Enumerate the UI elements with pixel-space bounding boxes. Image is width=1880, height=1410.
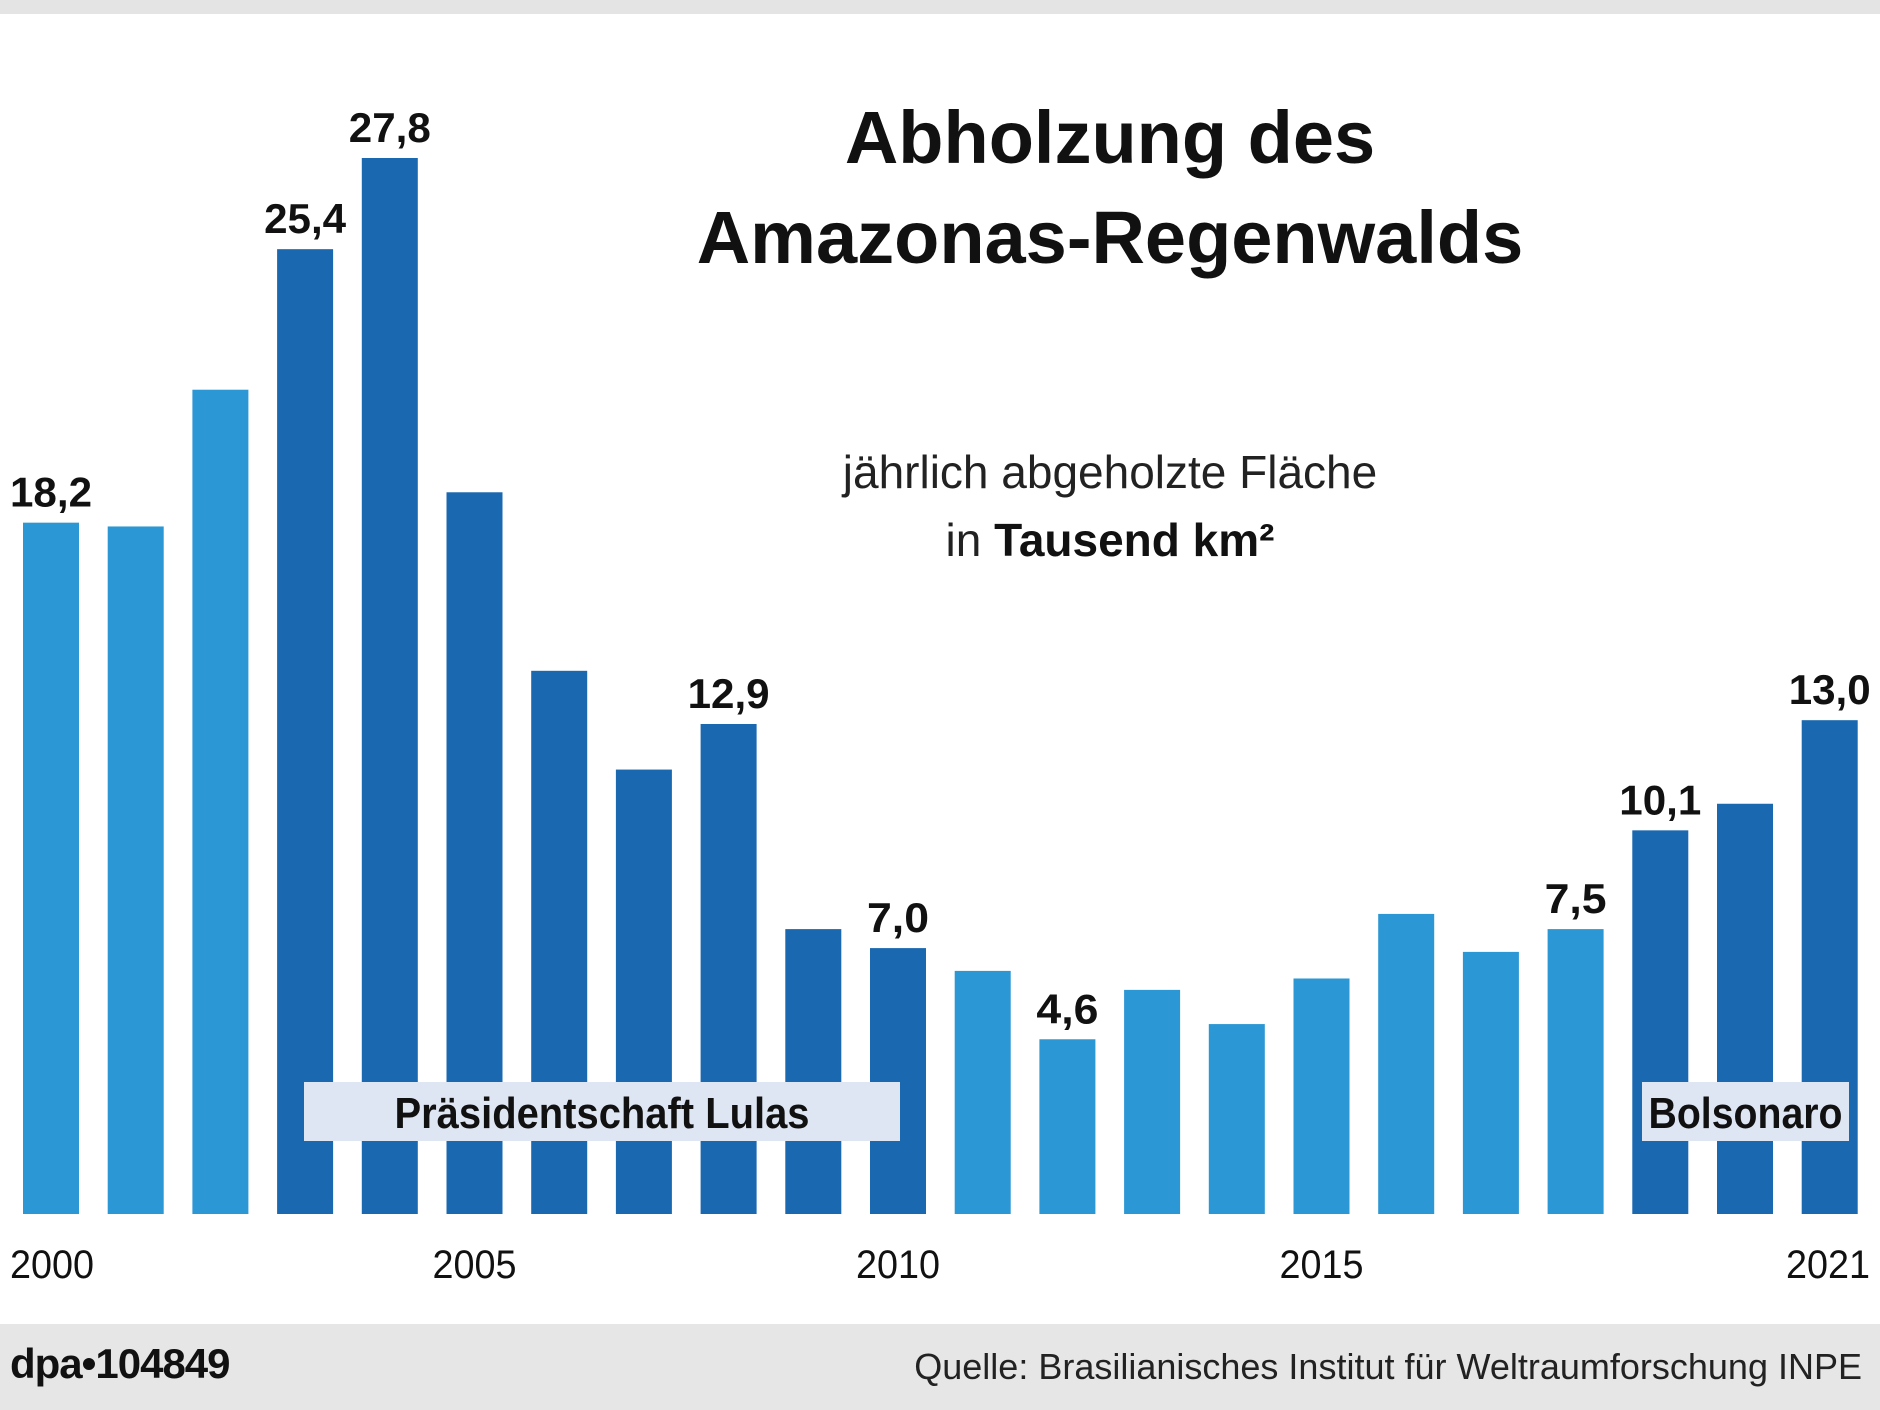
value-label-2018: 7,5 bbox=[1545, 875, 1607, 922]
bar-2017 bbox=[1462, 951, 1519, 1214]
chart-subtitle: jährlich abgeholzte Fläche in Tausend km… bbox=[710, 438, 1510, 574]
period-label-1: Bolsonaro bbox=[1649, 1089, 1843, 1138]
subtitle-unit: Tausend km² bbox=[994, 514, 1275, 566]
period-band-0 bbox=[304, 1082, 900, 1141]
bar-2007 bbox=[615, 769, 672, 1214]
top-border bbox=[0, 0, 1880, 14]
footer bbox=[0, 1324, 1880, 1410]
x-tick-2010: 2010 bbox=[856, 1243, 940, 1287]
bar-2004 bbox=[361, 158, 418, 1214]
value-label-2012: 4,6 bbox=[1036, 985, 1098, 1032]
subtitle-prefix: in bbox=[945, 514, 982, 566]
bar-2020 bbox=[1717, 803, 1773, 1214]
bar-2018 bbox=[1547, 929, 1604, 1214]
bar-2012 bbox=[1039, 1039, 1096, 1214]
value-label-2019: 10,1 bbox=[1619, 776, 1701, 823]
value-label-2010: 7,0 bbox=[867, 894, 929, 941]
bar-2014 bbox=[1208, 1024, 1265, 1214]
bar-2001 bbox=[107, 526, 164, 1214]
value-label-2000: 18,2 bbox=[10, 469, 92, 516]
bar-2019 bbox=[1632, 830, 1689, 1214]
chart-title: Abholzung des Amazonas-Regenwalds bbox=[560, 88, 1660, 288]
subtitle-line-1: jährlich abgeholzte Fläche bbox=[842, 446, 1378, 498]
bar-2015 bbox=[1293, 978, 1350, 1214]
bar-2013 bbox=[1124, 989, 1181, 1214]
bar-2003 bbox=[277, 249, 334, 1214]
value-label-2008: 12,9 bbox=[688, 670, 770, 717]
value-label-2004: 27,8 bbox=[349, 104, 431, 151]
bar-2002 bbox=[192, 389, 249, 1214]
title-line-2: Amazonas-Regenwalds bbox=[696, 196, 1524, 279]
period-label-0: Präsidentschaft Lulas bbox=[395, 1089, 810, 1138]
bar-chart: 18,2 25,427,8 12,9 7,0 4,6 7,5 10,1 13,0 Präside… bbox=[10, 104, 1871, 1287]
bar-2011 bbox=[954, 970, 1011, 1214]
x-tick-2021: 2021 bbox=[1786, 1243, 1870, 1287]
dpa-credit: dpa•104849 bbox=[10, 1340, 231, 1387]
bar-2016 bbox=[1378, 913, 1435, 1214]
x-tick-2005: 2005 bbox=[433, 1243, 517, 1287]
period-band-1 bbox=[1642, 1082, 1849, 1141]
value-label-2021: 13,0 bbox=[1789, 666, 1871, 713]
x-tick-2015: 2015 bbox=[1280, 1243, 1364, 1287]
bar-2009 bbox=[785, 929, 842, 1214]
bar-2000 bbox=[23, 522, 79, 1214]
x-tick-2000: 2000 bbox=[10, 1243, 94, 1287]
subtitle-line-2: in Tausend km² bbox=[710, 506, 1510, 574]
value-label-2003: 25,4 bbox=[264, 195, 347, 242]
bar-2010 bbox=[870, 948, 926, 1214]
title-line-1: Abholzung des bbox=[844, 96, 1376, 179]
source-note: Quelle: Brasilianisches Institut für Wel… bbox=[914, 1346, 1862, 1387]
